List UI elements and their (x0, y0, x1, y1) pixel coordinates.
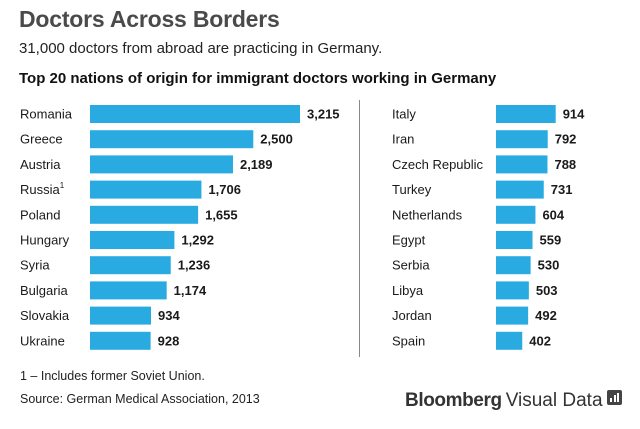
bar (496, 281, 529, 300)
category-label: Italy (392, 107, 416, 122)
bar (90, 231, 175, 249)
value-label: 2,500 (260, 132, 293, 147)
value-label: 1,706 (208, 182, 241, 197)
category-label: Poland (20, 207, 60, 222)
bar (496, 205, 536, 224)
value-label: 928 (158, 333, 180, 348)
value-label: 792 (555, 132, 577, 147)
value-label: 934 (158, 308, 180, 323)
chart-subtitle: 31,000 doctors from abroad are practicin… (19, 40, 383, 57)
chart-heading: Top 20 nations of origin for immigrant d… (19, 70, 497, 87)
brand-light: Visual Data (505, 390, 603, 411)
category-label: Ukraine (20, 333, 65, 348)
category-label: Egypt (392, 233, 426, 248)
footnote: 1 – Includes former Soviet Union. (20, 369, 205, 383)
value-label: 1,292 (181, 233, 214, 248)
category-label: Romania (20, 107, 73, 122)
value-label: 402 (529, 333, 551, 348)
value-label: 914 (563, 107, 585, 122)
value-label: 3,215 (307, 107, 340, 122)
value-label: 559 (540, 233, 562, 248)
bar (496, 180, 544, 199)
brand-bold: Bloomberg (405, 390, 502, 411)
bar (90, 130, 254, 149)
category-label: Jordan (392, 308, 432, 323)
source-note: Source: German Medical Association, 2013 (20, 392, 260, 406)
value-label: 503 (536, 283, 558, 298)
bar (496, 256, 531, 275)
bar (90, 205, 199, 224)
bar (90, 155, 233, 174)
value-label: 604 (542, 207, 564, 222)
category-label: Libya (392, 283, 424, 298)
chart-title: Doctors Across Borders (19, 6, 280, 32)
category-label: Iran (392, 132, 414, 147)
category-label: Czech Republic (392, 157, 484, 172)
bar (496, 130, 548, 149)
value-label: 788 (554, 157, 576, 172)
bar (90, 331, 151, 350)
bar (496, 105, 556, 123)
category-label: Turkey (392, 182, 432, 197)
value-label: 2,189 (240, 157, 273, 172)
category-label: Syria (20, 258, 50, 273)
category-label: Netherlands (392, 207, 463, 222)
bar (90, 306, 152, 325)
brand-logo: Bloomberg Visual Data (405, 390, 603, 412)
panel-divider (359, 100, 360, 357)
value-label: 492 (535, 308, 557, 323)
category-label: Russia1 (20, 181, 65, 197)
bar (90, 105, 300, 123)
bloomberg-visual-data-icon (607, 390, 622, 405)
bar (496, 231, 533, 249)
value-label: 530 (538, 258, 560, 273)
value-label: 1,174 (174, 283, 207, 298)
category-label: Greece (20, 132, 63, 147)
bar (90, 256, 171, 275)
bar (90, 180, 202, 199)
footnote-marker: 1 (60, 181, 65, 190)
bar (496, 331, 523, 350)
category-label: Spain (392, 333, 425, 348)
value-label: 1,236 (178, 258, 211, 273)
value-label: 1,655 (205, 207, 238, 222)
value-label: 731 (551, 182, 573, 197)
bar (90, 281, 167, 300)
category-label: Bulgaria (20, 283, 68, 298)
bar (496, 306, 529, 325)
category-label: Hungary (20, 233, 70, 248)
category-label: Serbia (392, 258, 430, 273)
category-label: Slovakia (20, 308, 70, 323)
category-label: Austria (20, 157, 61, 172)
bar (496, 155, 548, 174)
bar-chart: Romania 3,215 Greece 2,500 Austria 2,189 Russi… (20, 105, 585, 350)
